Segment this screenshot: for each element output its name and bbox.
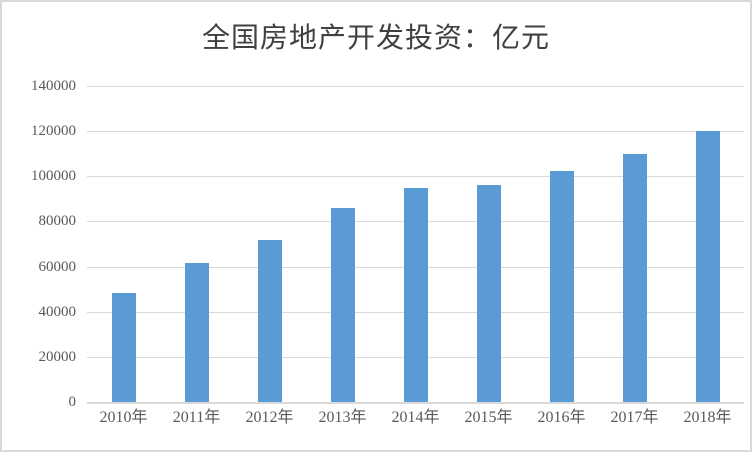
y-axis-label: 60000	[38, 258, 77, 275]
bar	[184, 262, 209, 402]
bar	[330, 207, 355, 402]
y-axis-label: 120000	[31, 123, 76, 140]
y-axis-label: 40000	[38, 303, 77, 320]
x-axis-label: 2010年	[99, 409, 148, 426]
x-axis-label: 2018年	[683, 409, 732, 426]
y-axis-label: 0	[68, 394, 77, 410]
bar	[476, 185, 501, 402]
x-axis-label: 2015年	[464, 409, 513, 426]
y-axis-label: 80000	[38, 213, 77, 230]
bar	[257, 239, 282, 402]
bar	[695, 130, 720, 402]
x-axis-label: 2014年	[391, 409, 440, 426]
bar	[111, 293, 136, 402]
y-axis-label: 100000	[31, 168, 76, 185]
bar	[622, 154, 647, 402]
bar	[549, 170, 574, 402]
y-axis-label: 140000	[31, 78, 76, 94]
x-axis-label: 2011年	[172, 409, 221, 426]
y-axis-label: 20000	[38, 348, 77, 365]
chart-title: 全国房地产开发投资：亿元	[201, 23, 550, 54]
x-axis-label: 2012年	[245, 409, 294, 426]
x-axis-label: 2013年	[318, 409, 367, 426]
bar	[403, 187, 428, 402]
x-axis-label: 2017年	[610, 409, 659, 426]
gridline	[87, 176, 744, 178]
gridline	[87, 131, 744, 133]
gridline	[87, 86, 744, 87]
x-axis-label: 2016年	[537, 409, 586, 426]
x-axis-line	[87, 402, 744, 404]
